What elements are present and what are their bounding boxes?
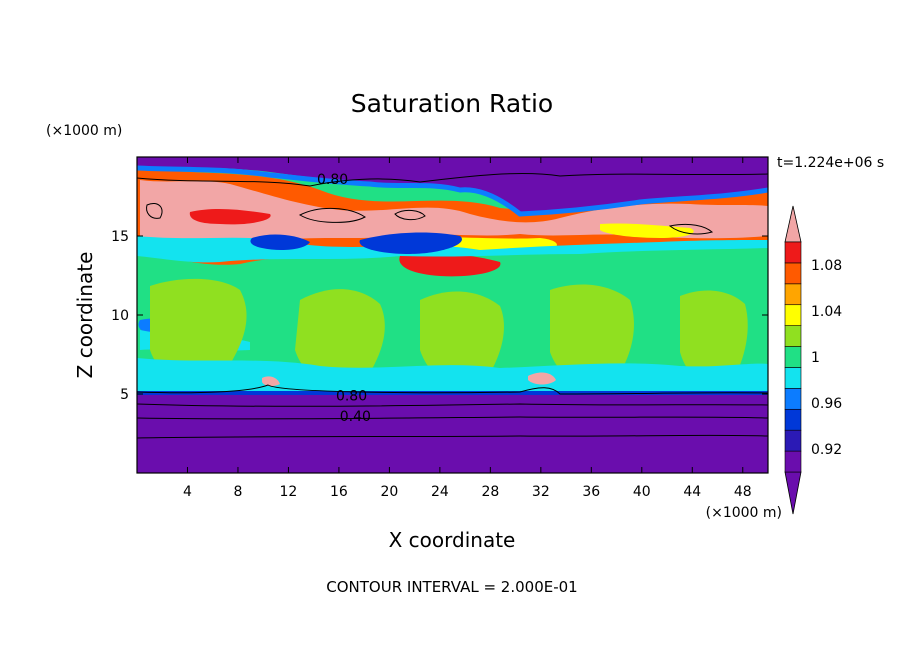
y-axis: 5 10 15 <box>111 229 768 403</box>
x-tick-label: 8 <box>233 484 242 500</box>
colorbar-tick-label: 1.04 <box>811 304 842 320</box>
lower-cyan-band <box>137 358 768 392</box>
colorbar-swatch <box>784 262 802 285</box>
colorbar-tick-label: 0.96 <box>811 396 842 412</box>
contour-label: 0.40 <box>340 409 371 425</box>
y-unit-label: (×1000 m) <box>46 123 122 139</box>
plot-area <box>137 157 768 473</box>
colorbar-swatch <box>784 450 802 473</box>
top-dry-layer <box>137 157 768 212</box>
yellow-patch-b <box>600 223 694 238</box>
red-patch-left <box>189 208 271 225</box>
contour-label: 0.80 <box>317 172 348 188</box>
x-tick-label: 4 <box>183 484 192 500</box>
colorbar-swatch <box>784 408 802 431</box>
contour-lines <box>137 173 768 439</box>
x-tick-label: 20 <box>380 484 398 500</box>
x-tick-label: 32 <box>532 484 550 500</box>
x-tick-label: 12 <box>280 484 298 500</box>
x-tick-label: 40 <box>633 484 651 500</box>
colorbar-tick-label: 0.92 <box>811 442 842 458</box>
x-tick-label: 44 <box>683 484 701 500</box>
y-tick-label: 5 <box>120 387 129 403</box>
colorbar-under-triangle <box>784 471 802 515</box>
x-tick-label: 48 <box>734 484 752 500</box>
x-tick-label: 24 <box>431 484 449 500</box>
colorbar-swatch <box>784 367 802 389</box>
pink-sliver-10 <box>262 376 280 387</box>
colorbar-tick-label: 1.08 <box>811 258 842 274</box>
x-unit-label: (×1000 m) <box>706 505 782 521</box>
colorbar-swatch <box>784 325 802 347</box>
mid-layer-structures <box>150 278 748 389</box>
x-axis: 4 8 12 16 20 24 28 32 36 40 44 48 <box>183 157 752 500</box>
chart-title: Saturation Ratio <box>351 89 553 118</box>
contour-labels: 0.80 0.80 0.40 <box>317 172 371 425</box>
y-tick-label: 10 <box>111 308 129 324</box>
colorbar-swatch <box>784 304 802 326</box>
colorbar: 0.92 0.96 1 1.04 1.08 <box>784 205 842 515</box>
colorbar-swatch <box>784 283 802 306</box>
top-blue-edge <box>137 165 768 217</box>
colorbar-swatch <box>784 388 802 410</box>
time-label: t=1.224e+06 s <box>777 155 884 171</box>
colorbar-swatch <box>784 346 802 368</box>
contour-interval-note: CONTOUR INTERVAL = 2.000E-01 <box>326 578 577 596</box>
colorbar-swatch <box>784 429 802 452</box>
colorbar-swatch <box>784 241 802 264</box>
colorbar-over-triangle <box>784 205 802 243</box>
pink-sliver-32 <box>528 372 556 385</box>
blue-streak-left <box>250 234 310 250</box>
blue-streak-center <box>359 232 462 254</box>
red-patch-center <box>399 253 501 277</box>
x-axis-label: X coordinate <box>389 528 516 552</box>
x-tick-label: 36 <box>582 484 600 500</box>
contour-label: 0.80 <box>336 389 367 405</box>
y-tick-label: 15 <box>111 229 129 245</box>
x-tick-label: 16 <box>330 484 348 500</box>
y-axis-label: Z coordinate <box>73 252 97 379</box>
cyan-streak <box>137 236 768 263</box>
colorbar-tick-label: 1 <box>811 350 820 366</box>
x-tick-label: 28 <box>481 484 499 500</box>
